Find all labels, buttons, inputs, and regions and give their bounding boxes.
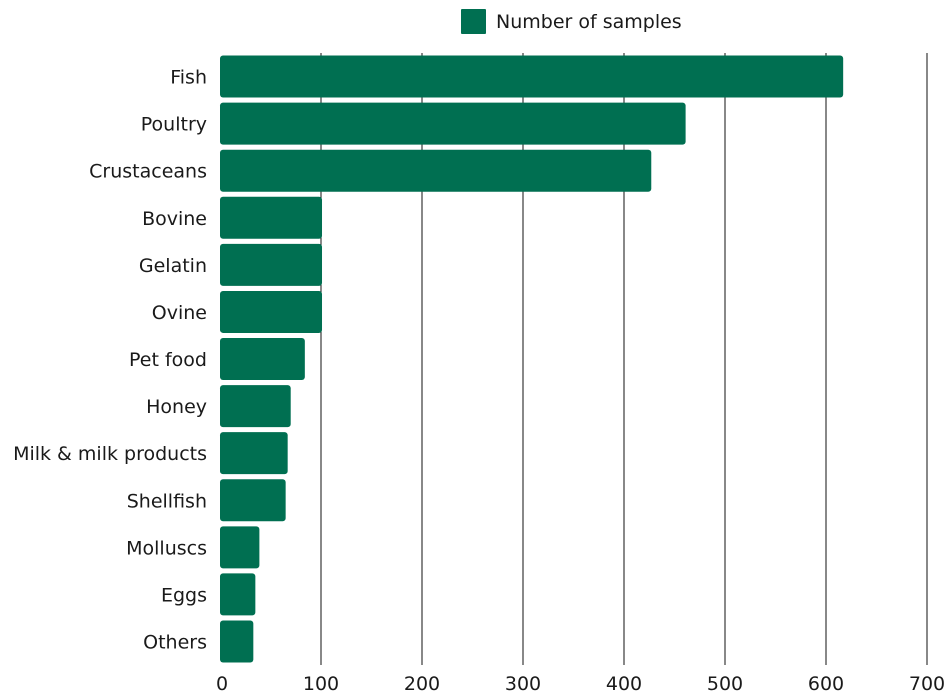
x-axis-ticks: 0 100 200 300 400 500 600 700 xyxy=(216,673,945,695)
bar-pet-food xyxy=(220,338,305,381)
category-label-crustaceans: Crustaceans xyxy=(89,161,207,183)
bar-honey xyxy=(220,385,291,428)
category-labels: Fish Poultry Crustaceans Bovine Gelatin Ovine… xyxy=(13,67,207,654)
bar-bovine xyxy=(220,196,323,239)
x-tick-label-700: 700 xyxy=(909,673,945,695)
legend: Number of samples xyxy=(461,9,682,34)
legend-label: Number of samples xyxy=(496,11,682,33)
category-label-pet-food: Pet food xyxy=(129,349,207,371)
bar-molluscs xyxy=(220,526,260,569)
bar-others xyxy=(220,620,254,663)
category-label-gelatin: Gelatin xyxy=(139,255,207,277)
category-label-others: Others xyxy=(143,632,207,654)
bar-poultry xyxy=(220,102,686,145)
category-label-honey: Honey xyxy=(146,396,207,418)
bar-fish xyxy=(220,55,844,98)
x-tick-label-400: 400 xyxy=(606,673,642,695)
x-tick-label-0: 0 xyxy=(216,673,228,695)
x-tick-label-500: 500 xyxy=(707,673,743,695)
bar-milk-and-milk-products xyxy=(220,432,288,475)
gridlines xyxy=(320,53,928,666)
x-tick-label-200: 200 xyxy=(404,673,440,695)
bar-ovine xyxy=(220,290,323,333)
category-label-eggs: Eggs xyxy=(161,584,207,606)
x-tick-label-100: 100 xyxy=(303,673,339,695)
category-label-ovine: Ovine xyxy=(152,302,207,324)
x-tick-label-300: 300 xyxy=(505,673,541,695)
category-label-molluscs: Molluscs xyxy=(126,537,207,559)
category-label-poultry: Poultry xyxy=(141,114,207,136)
x-tick-label-600: 600 xyxy=(808,673,844,695)
category-label-bovine: Bovine xyxy=(142,208,207,230)
bar-shellfish xyxy=(220,479,286,522)
bars xyxy=(220,55,844,663)
category-label-shellfish: Shellfish xyxy=(127,490,207,512)
bar-gelatin xyxy=(220,243,323,286)
legend-swatch xyxy=(461,9,486,34)
bar-eggs xyxy=(220,573,256,616)
category-label-fish: Fish xyxy=(170,67,207,89)
category-label-milk-and-milk-products: Milk & milk products xyxy=(13,443,207,465)
bar-crustaceans xyxy=(220,149,652,192)
